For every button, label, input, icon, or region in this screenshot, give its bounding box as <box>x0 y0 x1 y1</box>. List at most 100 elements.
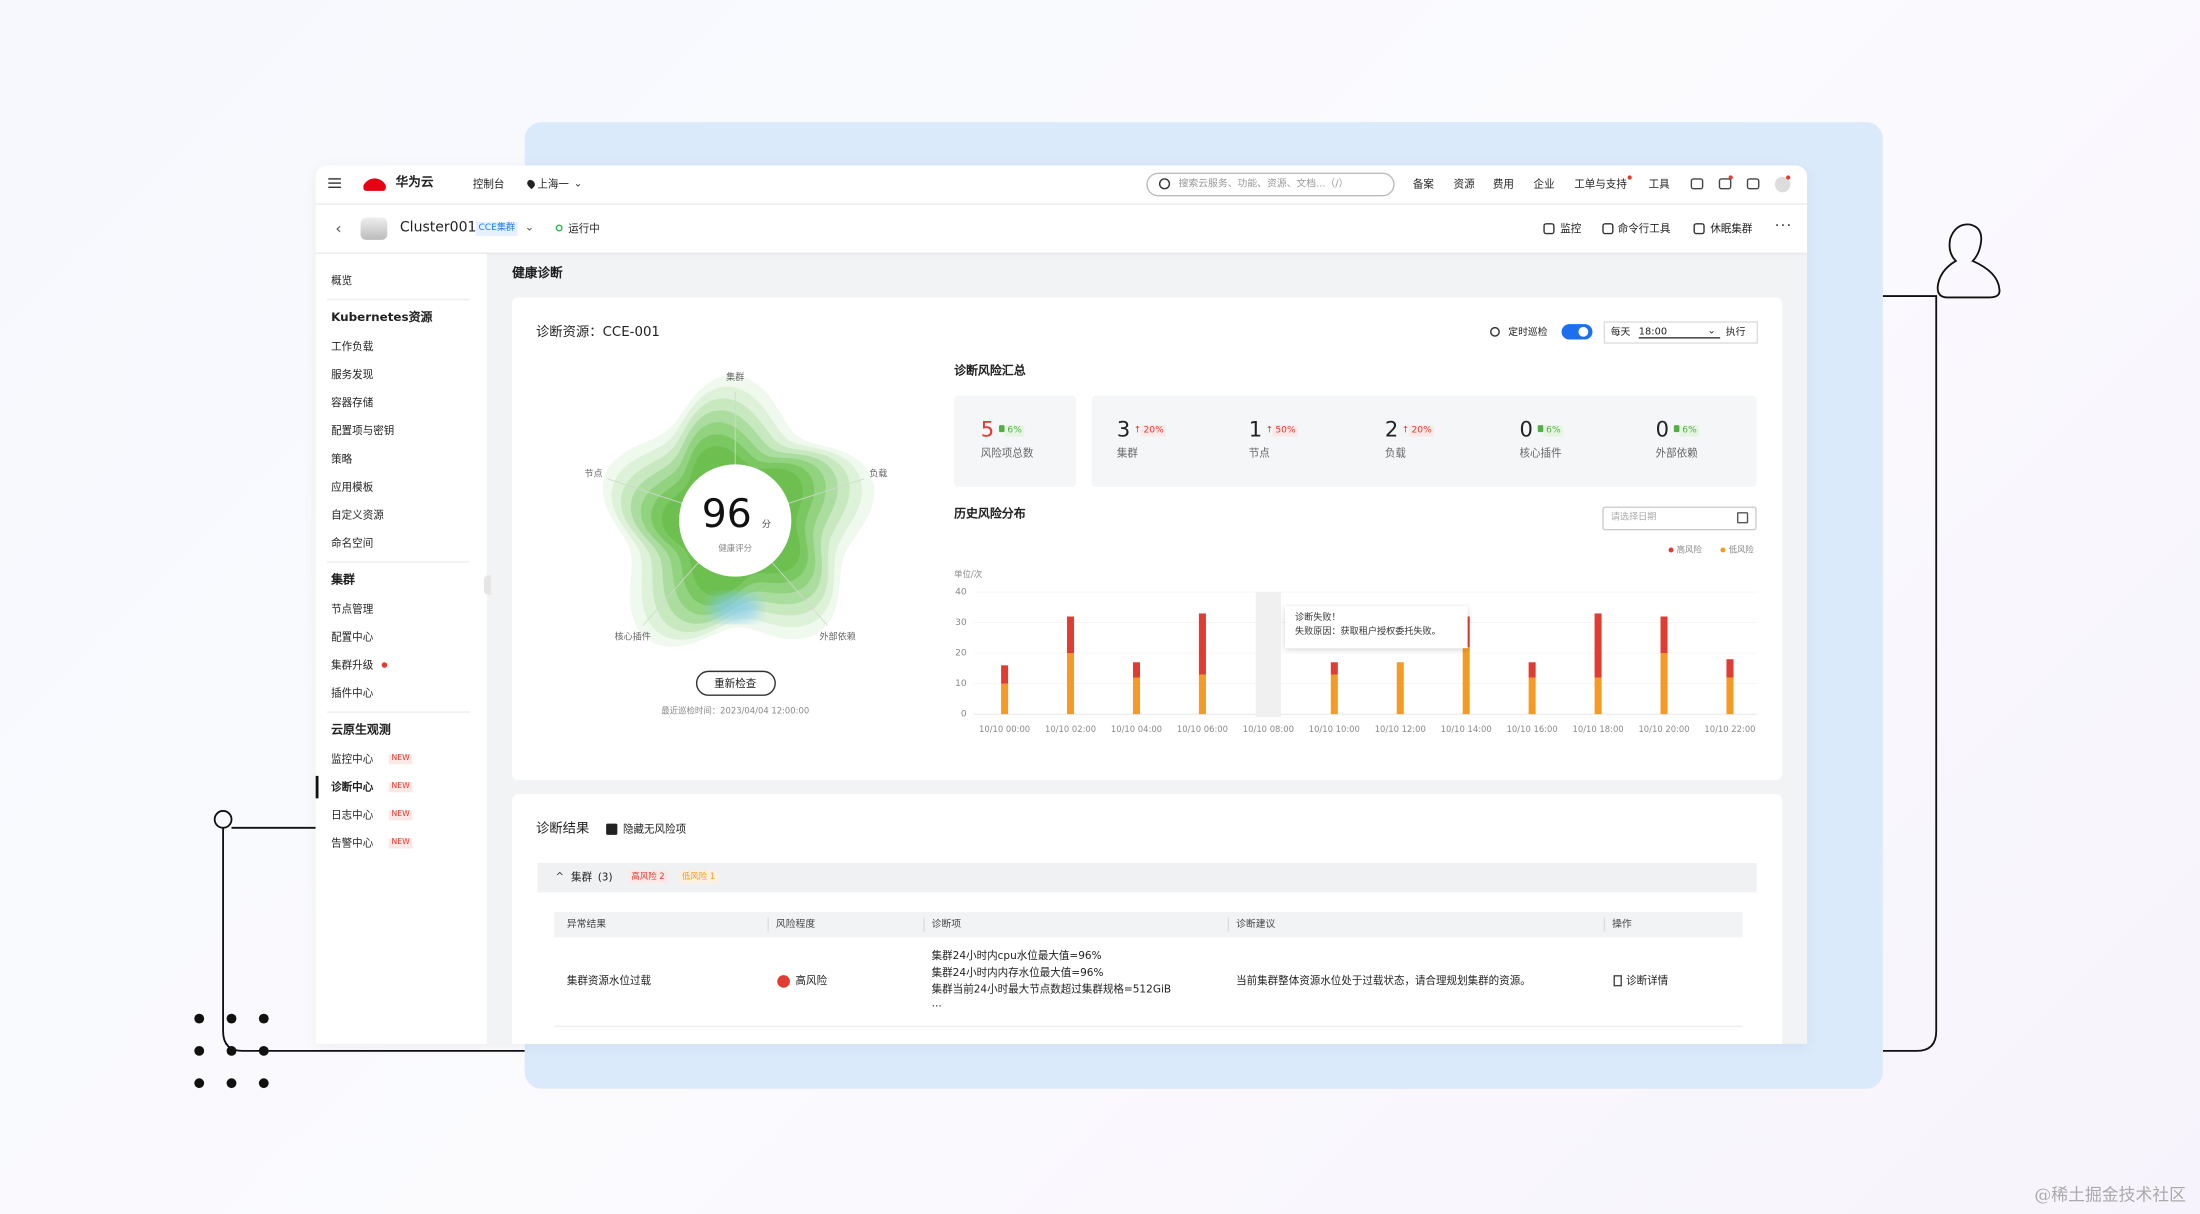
cell: 高风险 <box>795 974 828 988</box>
schedule-label: 定时巡检 <box>1508 326 1548 338</box>
column-divider <box>1227 917 1230 932</box>
logo <box>363 173 386 191</box>
connector <box>222 826 525 1052</box>
sidebar-item: 服务发现 <box>331 368 374 381</box>
sidebar-item: 概览 <box>331 274 353 287</box>
sidebar-group: Kubernetes资源 <box>331 311 433 326</box>
sidebar-item: 应用模板 <box>331 480 374 494</box>
low-tag: 低风险 1 <box>679 870 718 884</box>
notice-dot <box>1627 175 1632 180</box>
cluster-tag: CCE集群 <box>475 221 518 236</box>
sidebar-item: 诊断中心 <box>331 780 374 794</box>
sidebar-item: 容器存储 <box>331 396 374 409</box>
summary-box <box>954 395 1077 487</box>
tool-icon <box>1746 178 1760 190</box>
column-header: 风险程度 <box>775 918 816 930</box>
risk-change: 6% <box>1004 424 1025 437</box>
sidebar-item: 工作负载 <box>331 340 374 353</box>
cluster-action: 监控 <box>1560 222 1582 236</box>
chart-title: 历史风险分布 <box>954 507 1026 522</box>
new-badge: NEW <box>388 754 413 764</box>
section-title: 诊断风险汇总 <box>954 364 1026 379</box>
sidebar-divider <box>326 561 471 563</box>
cluster-name: Cluster001 <box>399 220 477 236</box>
badge-arrow: ↑ <box>1133 423 1142 436</box>
console-link: 控制台 <box>472 177 505 191</box>
new-badge: NEW <box>388 838 413 848</box>
tool-icon <box>1690 178 1704 190</box>
column-header: 诊断建议 <box>1236 918 1276 930</box>
sidebar-item: 配置中心 <box>331 630 374 644</box>
action-icon <box>1602 223 1614 235</box>
sidebar-item: 策略 <box>331 452 353 466</box>
risk-label: 负载 <box>1384 446 1406 460</box>
brand: 华为云 <box>395 176 434 191</box>
chart-unit: 单位/次 <box>954 570 983 581</box>
date-placeholder: 请选择日期 <box>1610 510 1657 523</box>
notice-dot <box>1786 175 1791 180</box>
table-header <box>554 911 1743 938</box>
sidebar-group: 集群 <box>331 573 355 588</box>
risk-change: 6% <box>1543 424 1564 437</box>
group-bar <box>537 862 1757 893</box>
person-icon <box>1936 223 2001 299</box>
sidebar-item: 集群升级 <box>331 658 374 672</box>
cluster-icon <box>360 217 388 240</box>
row-divider <box>554 1025 1743 1028</box>
risk-change: 50% <box>1272 424 1299 437</box>
cluster-action: 休眠集群 <box>1710 222 1753 236</box>
risk-change: 20% <box>1408 424 1435 437</box>
sidebar-item: 节点管理 <box>331 602 374 616</box>
recheck-label: 重新检查 <box>714 676 757 690</box>
card-title: 诊断结果 <box>535 821 590 837</box>
risk-change: 20% <box>1140 424 1167 437</box>
search-box <box>1146 172 1395 197</box>
sidebar-divider <box>326 711 471 713</box>
sidebar-item: 命名空间 <box>331 536 374 550</box>
watermark: @稀土掘金技术社区 <box>2034 1185 2186 1205</box>
tool-icon <box>1718 178 1732 190</box>
action-icon <box>1693 223 1705 235</box>
new-badge: NEW <box>388 782 413 792</box>
collapse-handle <box>484 575 492 595</box>
clock-icon <box>1490 326 1500 337</box>
back-arrow: ‹ <box>335 219 342 238</box>
cluster-bar <box>315 204 1808 253</box>
sidebar-divider <box>326 298 471 301</box>
connector-node <box>213 810 233 829</box>
calendar-icon <box>1736 512 1749 524</box>
risk-label: 集群 <box>1116 446 1138 460</box>
cell: 集群24小时内内存水位最大值=96% <box>931 966 1104 979</box>
summary-box <box>1091 395 1757 487</box>
chevron: ⌄ <box>524 220 535 234</box>
badge-icon <box>998 425 1005 433</box>
menu-icon <box>328 178 341 180</box>
column-header: 操作 <box>1612 918 1632 930</box>
cell: 集群24小时内cpu水位最大值=96% <box>931 949 1102 962</box>
checkbox <box>606 823 618 835</box>
dot-grid <box>194 1013 269 1089</box>
top-link: 费用 <box>1492 177 1514 191</box>
date-picker <box>1602 506 1757 531</box>
checkbox-label: 隐藏无风险项 <box>622 822 687 836</box>
sidebar-item: 监控中心 <box>331 752 374 766</box>
badge-arrow: ↑ <box>1265 423 1274 436</box>
recheck-button <box>695 670 776 696</box>
run-button: 执行 <box>1725 326 1746 338</box>
top-link: 备案 <box>1412 177 1434 191</box>
active-indicator <box>315 775 319 799</box>
high-tag: 高风险 2 <box>628 870 668 884</box>
risk-icon <box>777 975 790 988</box>
toggle-knob <box>1578 326 1589 337</box>
select-box <box>1603 321 1759 344</box>
risk-count: 0 <box>1519 416 1533 442</box>
top-link: 企业 <box>1533 177 1555 191</box>
time: 18:00 <box>1638 326 1721 340</box>
group-name: 集群 <box>571 870 593 884</box>
top-link: 工单与支持 <box>1574 177 1627 191</box>
risk-count: 5 <box>980 416 995 442</box>
cluster-action: 命令行工具 <box>1617 222 1671 236</box>
badge-arrow: ↑ <box>1401 423 1410 436</box>
